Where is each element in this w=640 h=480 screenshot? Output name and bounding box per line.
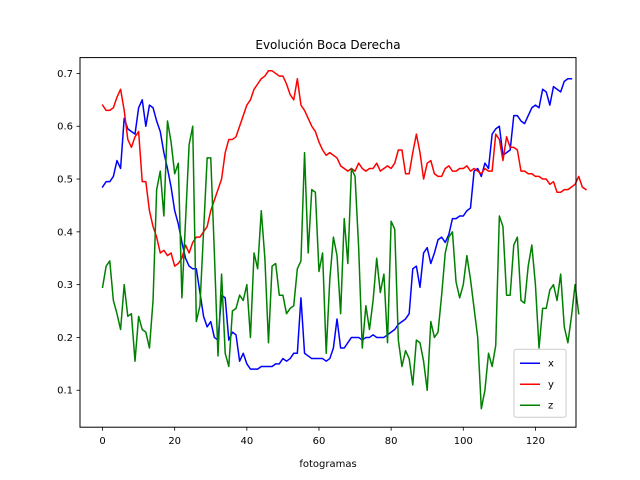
x-tick-label: 0 bbox=[99, 436, 105, 447]
legend-label-y: y bbox=[548, 380, 554, 391]
y-tick-label: 0.6 bbox=[57, 122, 73, 133]
x-tick-label: 120 bbox=[526, 436, 545, 447]
y-axis: 0.1 0.2 0.3 0.4 0.5 0.6 0.7 bbox=[57, 69, 80, 397]
legend: xyz bbox=[513, 348, 567, 418]
x-axis: 0 20 40 60 80 100 120 bbox=[99, 427, 545, 447]
legend-box bbox=[513, 348, 567, 418]
y-tick-label: 0.3 bbox=[57, 280, 73, 291]
y-tick-label: 0.2 bbox=[57, 333, 73, 344]
x-axis-label: fotogramas bbox=[299, 459, 356, 470]
series-layer bbox=[101, 70, 587, 410]
y-tick-label: 0.1 bbox=[57, 386, 73, 397]
legend-label-x: x bbox=[548, 359, 554, 370]
plot-frame bbox=[79, 57, 577, 428]
series-line-x bbox=[101, 77, 573, 370]
x-tick-label: 100 bbox=[454, 436, 473, 447]
chart-title: Evolución Boca Derecha bbox=[255, 38, 400, 52]
y-tick-label: 0.4 bbox=[57, 227, 73, 238]
x-tick-label: 20 bbox=[168, 436, 181, 447]
y-tick-label: 0.7 bbox=[57, 69, 73, 80]
series-line-z bbox=[101, 120, 580, 410]
series-line-y bbox=[101, 70, 587, 267]
legend-label-z: z bbox=[548, 401, 553, 412]
y-tick-label: 0.5 bbox=[57, 175, 73, 186]
x-tick-label: 60 bbox=[313, 436, 326, 447]
x-tick-label: 80 bbox=[385, 436, 398, 447]
x-tick-label: 40 bbox=[240, 436, 253, 447]
